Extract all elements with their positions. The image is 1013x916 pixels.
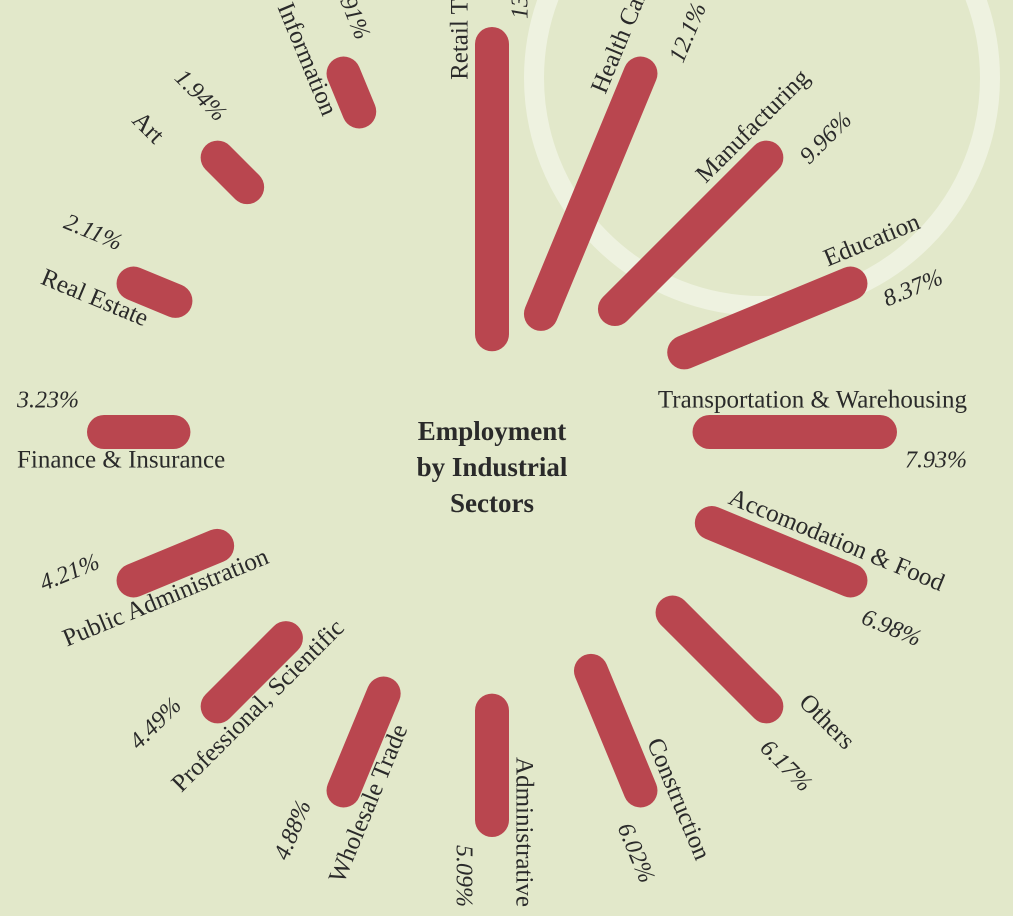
value-label: 6.98% bbox=[858, 604, 925, 652]
bar bbox=[116, 528, 235, 598]
value-label: 7.93% bbox=[905, 448, 967, 474]
category-label: Information bbox=[272, 0, 343, 120]
value-label: 3.23% bbox=[16, 388, 79, 414]
value-label: 1.91% bbox=[327, 0, 375, 43]
bar bbox=[523, 56, 658, 331]
category-label: Others bbox=[794, 689, 860, 755]
value-label: 5.09% bbox=[450, 845, 476, 907]
value-label: 9.96% bbox=[795, 107, 857, 169]
bar bbox=[573, 653, 658, 808]
value-label: 4.49% bbox=[125, 693, 187, 755]
bar bbox=[667, 266, 868, 370]
value-label: 6.02% bbox=[612, 819, 660, 886]
label-group: Retail Trade 13.5% bbox=[447, 0, 534, 80]
value-label: 1.94% bbox=[169, 65, 231, 127]
bar bbox=[200, 140, 265, 205]
label-group: Finance & Insurance 3.23% bbox=[16, 388, 225, 474]
category-label: Finance & Insurance bbox=[17, 447, 225, 474]
category-label: Art bbox=[127, 107, 170, 150]
value-label: 13.5% bbox=[508, 0, 534, 19]
value-label: 4.88% bbox=[269, 797, 317, 864]
value-label: 6.17% bbox=[755, 735, 817, 797]
bar bbox=[655, 595, 784, 724]
label-group: Transportation & Warehousing 7.93% bbox=[658, 387, 968, 474]
bar bbox=[597, 140, 784, 327]
chart-title: Employment by Industrial Sectors bbox=[417, 416, 568, 518]
category-label: Administrative bbox=[510, 757, 537, 907]
label-group: Administrative 5.09% bbox=[450, 757, 537, 907]
category-label: Transportation & Warehousing bbox=[658, 387, 968, 414]
bar bbox=[200, 621, 303, 724]
category-label: Professional, Scientific bbox=[167, 614, 350, 797]
value-label: 2.11% bbox=[60, 209, 126, 256]
bar bbox=[326, 56, 377, 129]
value-label: 4.21% bbox=[36, 549, 103, 597]
bar bbox=[326, 676, 401, 808]
category-label: Retail Trade bbox=[447, 0, 474, 80]
bar bbox=[694, 506, 868, 598]
bar bbox=[116, 266, 193, 318]
value-label: 12.1% bbox=[664, 0, 712, 66]
